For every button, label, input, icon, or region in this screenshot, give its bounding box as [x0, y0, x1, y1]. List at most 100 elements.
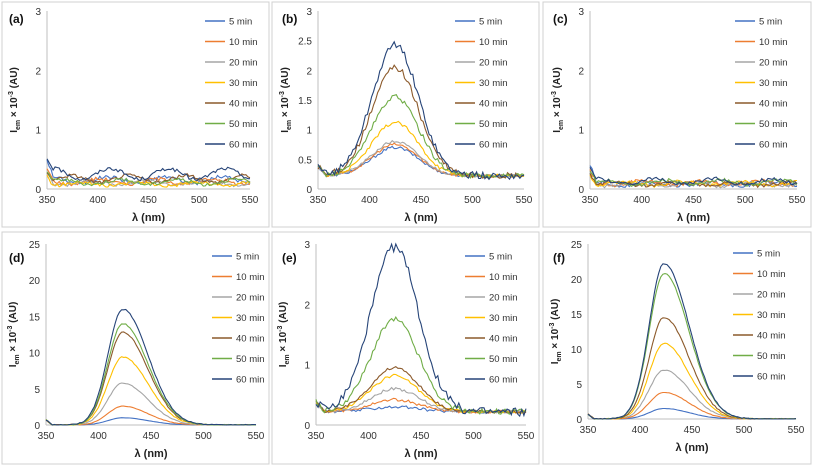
y-tick-label: 3	[35, 7, 41, 18]
y-tick-label: 3	[578, 7, 584, 18]
y-tick-label: 0	[576, 415, 582, 426]
legend-label: 5 min	[236, 252, 259, 263]
x-tick-label: 400	[90, 431, 107, 442]
legend-label: 5 min	[489, 252, 512, 263]
legend-label: 20 min	[236, 293, 265, 304]
series-line-60-min	[589, 167, 798, 186]
y-tick-label: 25	[29, 240, 41, 251]
series-line-60-min	[315, 242, 527, 418]
y-label-sup: -3	[551, 91, 558, 97]
series-line-30-min	[317, 120, 525, 179]
legend-label: 60 min	[229, 140, 258, 151]
x-axis-label: λ (nm)	[132, 212, 165, 224]
panel-label: (a)	[9, 12, 24, 26]
y-label-main: I	[9, 130, 20, 133]
y-tick-label: 10	[29, 349, 41, 360]
y-label-sub: em	[286, 120, 293, 130]
legend-label: 20 min	[759, 58, 788, 69]
series-line-60-min	[45, 308, 257, 426]
panel-frame	[1, 231, 270, 465]
x-tick-label: 500	[736, 425, 753, 436]
y-tick-label: 5	[576, 380, 582, 391]
x-tick-label: 550	[516, 195, 533, 206]
y-label-mult: × 10	[550, 328, 561, 351]
panel-label: (b)	[282, 12, 297, 26]
y-label-main: I	[8, 364, 19, 367]
legend-label: 30 min	[229, 78, 258, 89]
y-tick-label: 1	[304, 361, 310, 372]
y-tick-label: 0.5	[298, 155, 312, 166]
series-line-60-min	[46, 158, 250, 182]
y-tick-label: 2	[304, 300, 310, 311]
y-label-mult: × 10	[9, 97, 20, 120]
y-tick-label: 2	[35, 66, 41, 77]
x-axis-label: λ (nm)	[405, 212, 438, 224]
y-label-sup: -3	[549, 323, 556, 329]
x-tick-label: 400	[360, 431, 377, 442]
y-label-unit: (AU)	[550, 299, 561, 323]
y-label-mult: × 10	[278, 331, 289, 354]
y-tick-label: 10	[571, 345, 583, 356]
y-tick-label: 25	[571, 240, 583, 251]
x-tick-label: 550	[789, 195, 806, 206]
y-tick-label: 0	[34, 421, 40, 432]
x-tick-label: 350	[39, 195, 56, 206]
y-tick-label: 20	[571, 275, 583, 286]
y-axis-label: Iem × 10-3 (AU)	[549, 299, 563, 365]
chart-panel-1: 0 1 2 3 350 400 450 500 550 λ (nm) Iem × 10-3 (AU)…	[1, 1, 270, 228]
chart-panel-2: 0 0.5 1 1.5 2 2.5 3 350 400 450 500 550 λ (nm) Iem × …	[271, 1, 540, 228]
y-axis-label: Iem × 10-3 (AU)	[551, 67, 565, 133]
y-tick-label: 2	[306, 66, 312, 77]
y-label-sup: -3	[277, 326, 284, 332]
series-line-60-min	[317, 40, 525, 181]
x-tick-label: 450	[413, 195, 430, 206]
y-label-mult: × 10	[8, 331, 19, 354]
panel-label: (f)	[553, 251, 565, 265]
chart-panel-4: 0 5 10 15 20 25 350 400 450 500 550 λ (nm) Iem × 10-…	[1, 231, 270, 465]
legend-label: 10 min	[236, 272, 265, 283]
y-axis-label: Iem × 10-3 (AU)	[8, 67, 22, 133]
y-axis-label: Iem × 10-3 (AU)	[277, 302, 291, 368]
legend-label: 10 min	[479, 37, 508, 48]
y-tick-label: 2	[578, 66, 584, 77]
x-tick-label: 350	[582, 195, 599, 206]
y-label-sub: em	[284, 354, 291, 364]
x-tick-label: 500	[465, 431, 482, 442]
panel-label: (d)	[9, 251, 24, 265]
y-label-sup: -3	[279, 91, 286, 97]
y-tick-label: 1	[35, 126, 41, 137]
legend-label: 40 min	[229, 99, 258, 110]
x-tick-label: 400	[89, 195, 106, 206]
x-tick-label: 500	[464, 195, 481, 206]
legend-label: 20 min	[757, 290, 786, 301]
panel-frame	[271, 231, 540, 465]
y-tick-label: 20	[29, 276, 41, 287]
legend-label: 40 min	[479, 99, 508, 110]
legend-label: 40 min	[489, 334, 518, 345]
x-tick-label: 450	[140, 195, 157, 206]
legend-label: 30 min	[757, 310, 786, 321]
legend-label: 30 min	[236, 313, 265, 324]
y-tick-label: 3	[304, 240, 310, 251]
legend-label: 60 min	[757, 372, 786, 383]
y-tick-label: 1	[306, 126, 312, 137]
y-label-main: I	[280, 130, 291, 133]
y-tick-label: 3	[306, 7, 312, 18]
x-tick-label: 400	[632, 425, 649, 436]
y-tick-label: 1.5	[298, 96, 312, 107]
legend-label: 20 min	[229, 58, 258, 69]
y-label-main: I	[552, 130, 563, 133]
x-tick-label: 450	[143, 431, 160, 442]
x-axis-label: λ (nm)	[405, 448, 438, 460]
legend-label: 30 min	[759, 78, 788, 89]
x-tick-label: 400	[633, 195, 650, 206]
chart-panel-6: 0 5 10 15 20 25 350 400 450 500 550 λ (nm) Iem × 10-…	[542, 231, 812, 465]
panel-label: (c)	[553, 12, 568, 26]
legend-label: 50 min	[236, 354, 265, 365]
y-tick-label: 0	[578, 185, 584, 196]
x-tick-label: 500	[191, 195, 208, 206]
y-label-unit: (AU)	[9, 67, 20, 91]
y-tick-label: 2.5	[298, 37, 312, 48]
legend-label: 10 min	[759, 37, 788, 48]
x-axis-label: λ (nm)	[677, 212, 710, 224]
